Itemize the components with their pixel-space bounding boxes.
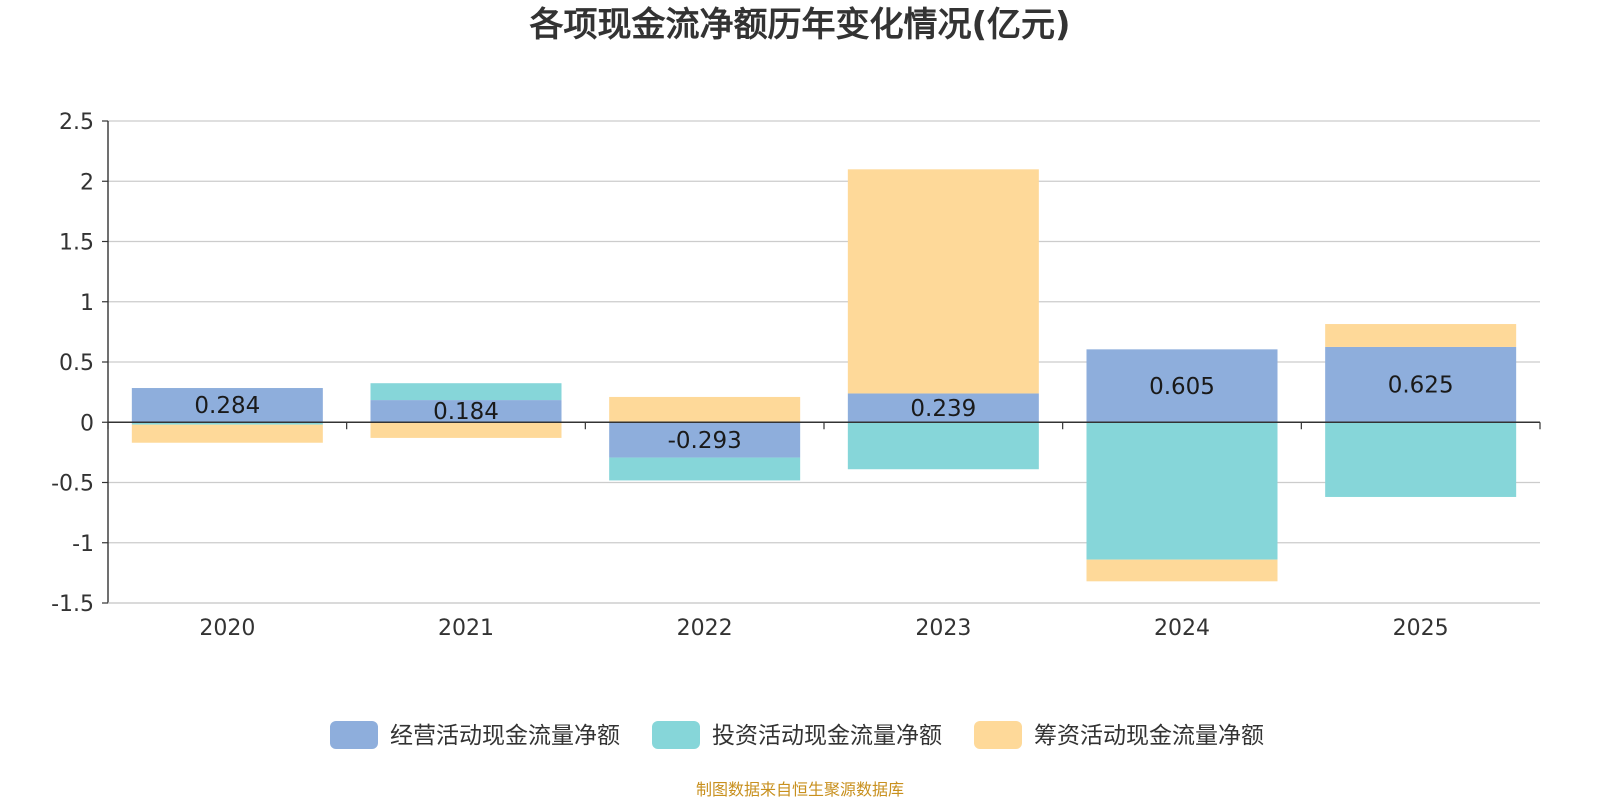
y-tick-label: 2 [80, 170, 94, 195]
data-labels: 0.284 0.184 -0.293 0.239 0.605 0.625 [194, 373, 1453, 454]
x-tick-label: 2023 [915, 616, 971, 641]
y-tick-label: -1 [72, 532, 94, 557]
bar-2021-series-0 [370, 400, 562, 423]
bar-2022-series-0 [609, 422, 801, 458]
bar-2023-series-1 [847, 422, 1039, 470]
bar-2024-series-1 [1086, 422, 1278, 560]
data-label: 0.625 [1388, 373, 1454, 399]
axes: 2.5 2 1.5 1 0.5 0 -0.5 -1 -1.5 2020 2021 2022 2023 20… [51, 110, 1541, 641]
legend-swatch-0 [330, 721, 378, 749]
bar-2023-series-2 [847, 169, 1039, 394]
y-tick-label: 0.5 [59, 351, 94, 376]
bar-2022-series-1 [609, 457, 801, 481]
bar-2021-series-2 [370, 422, 562, 438]
bar-2025-series-0 [1325, 346, 1517, 423]
legend-label-0: 经营活动现金流量净额 [390, 723, 620, 749]
bars [131, 169, 1517, 582]
x-tick-label: 2022 [677, 616, 733, 641]
bar-2022-series-2 [609, 396, 801, 423]
bar-2025-series-2 [1325, 324, 1517, 347]
y-tick-label: 1.5 [59, 231, 94, 256]
y-tick-label: 1 [80, 291, 94, 316]
legend-label-1: 投资活动现金流量净额 [712, 723, 942, 749]
data-label: -0.293 [668, 428, 742, 454]
grid [108, 120, 1540, 604]
bar-2020-series-2 [131, 424, 323, 443]
data-label: 0.284 [194, 393, 260, 419]
source-text: 制图数据来自恒生聚源数据库 [696, 780, 904, 799]
bar-2025-series-1 [1325, 422, 1517, 497]
y-tick-label: -0.5 [51, 472, 94, 497]
data-label: 0.605 [1149, 374, 1215, 400]
legend: 经营活动现金流量净额 投资活动现金流量净额 筹资活动现金流量净额 [330, 721, 1264, 749]
x-tick-label: 2020 [199, 616, 255, 641]
bar-2023-series-0 [847, 393, 1039, 423]
chart-title: 各项现金流净额历年变化情况(亿元) [529, 5, 1070, 45]
data-label: 0.184 [433, 399, 499, 425]
bar-2020-series-1 [131, 422, 323, 425]
bar-2021-series-1 [370, 383, 562, 401]
bar-2024-series-2 [1086, 559, 1278, 582]
x-tick-label: 2021 [438, 616, 494, 641]
data-label: 0.239 [910, 396, 976, 422]
x-tick-label: 2024 [1154, 616, 1210, 641]
y-tick-label: 2.5 [59, 110, 94, 135]
legend-swatch-2 [974, 721, 1022, 749]
x-tick-label: 2025 [1393, 616, 1449, 641]
bar-2020-series-0 [131, 388, 323, 423]
y-tick-label: 0 [80, 411, 94, 436]
legend-swatch-1 [652, 721, 700, 749]
legend-label-2: 筹资活动现金流量净额 [1034, 723, 1264, 749]
bar-2024-series-0 [1086, 349, 1278, 423]
y-tick-label: -1.5 [51, 592, 94, 617]
